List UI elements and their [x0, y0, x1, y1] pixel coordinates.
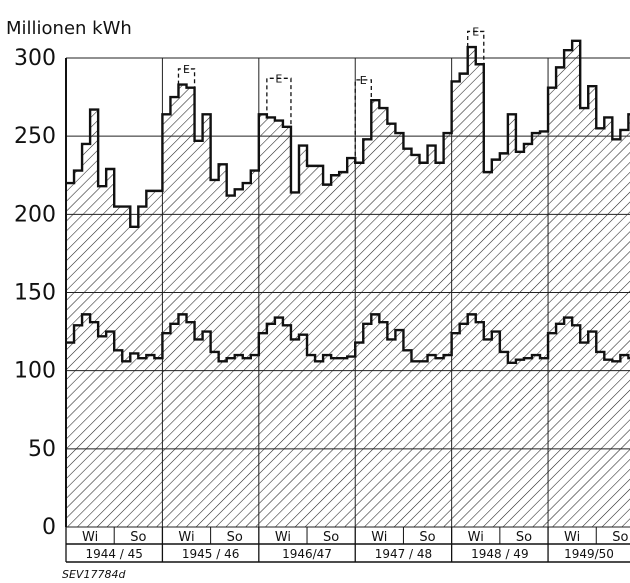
season-label-winter: Wi — [82, 530, 98, 545]
season-label-summer: So — [419, 530, 435, 545]
year-label: 1944 / 45 — [85, 547, 142, 561]
e-annotation-box — [177, 68, 196, 88]
e-annotation-label: E — [472, 25, 479, 38]
season-label-winter: Wi — [564, 530, 580, 545]
figure-ref: SEV17784d — [62, 568, 126, 581]
e-annotation-box — [467, 30, 485, 65]
year-label: 1949/50 — [564, 547, 614, 561]
series-lower — [66, 313, 630, 365]
year-label: 1946/47 — [282, 547, 332, 561]
grid — [65, 57, 630, 528]
y-tick-label: 150 — [14, 281, 56, 306]
e-annotation-label: E — [360, 74, 367, 87]
e-annotation-label: E — [275, 72, 282, 85]
y-tick-label: 200 — [14, 202, 56, 227]
season-label-summer: So — [516, 530, 532, 545]
y-tick-label: 300 — [14, 46, 56, 71]
season-label-winter: Wi — [275, 530, 291, 545]
e-annotation-label: E — [183, 63, 190, 76]
y-tick-label: 100 — [14, 359, 56, 384]
season-label-winter: Wi — [468, 530, 484, 545]
y-tick-label: 0 — [42, 515, 56, 540]
season-label-summer: So — [227, 530, 243, 545]
season-label-winter: Wi — [371, 530, 387, 545]
season-label-summer: So — [130, 530, 146, 545]
year-label: 1948 / 49 — [471, 547, 528, 561]
e-annotation-box — [266, 77, 292, 127]
year-label: 1945 / 46 — [182, 547, 239, 561]
e-annotation: E — [266, 72, 292, 127]
unit-label: Millionen kWh — [6, 18, 132, 39]
e-annotation: E — [467, 25, 485, 65]
e-annotation-box — [354, 79, 372, 163]
year-label: 1947 / 48 — [375, 547, 432, 561]
e-annotation: E — [177, 63, 196, 88]
y-tick-label: 50 — [28, 437, 56, 462]
e-annotation: E — [354, 74, 372, 163]
hatch-area — [66, 40, 630, 527]
y-axis-ticks: 0 50 100 150 200 250 300 — [14, 46, 56, 540]
hatch-fill — [66, 40, 630, 527]
x-axis: Wi So 1944 / 45 Wi So 1945 / 46 Wi So 1946/47 Wi S… — [65, 527, 630, 563]
season-label-winter: Wi — [178, 530, 194, 545]
season-label-summer: So — [612, 530, 628, 545]
season-label-summer: So — [323, 530, 339, 545]
y-tick-label: 250 — [14, 124, 56, 149]
e-annotations: E E E E — [177, 25, 485, 163]
